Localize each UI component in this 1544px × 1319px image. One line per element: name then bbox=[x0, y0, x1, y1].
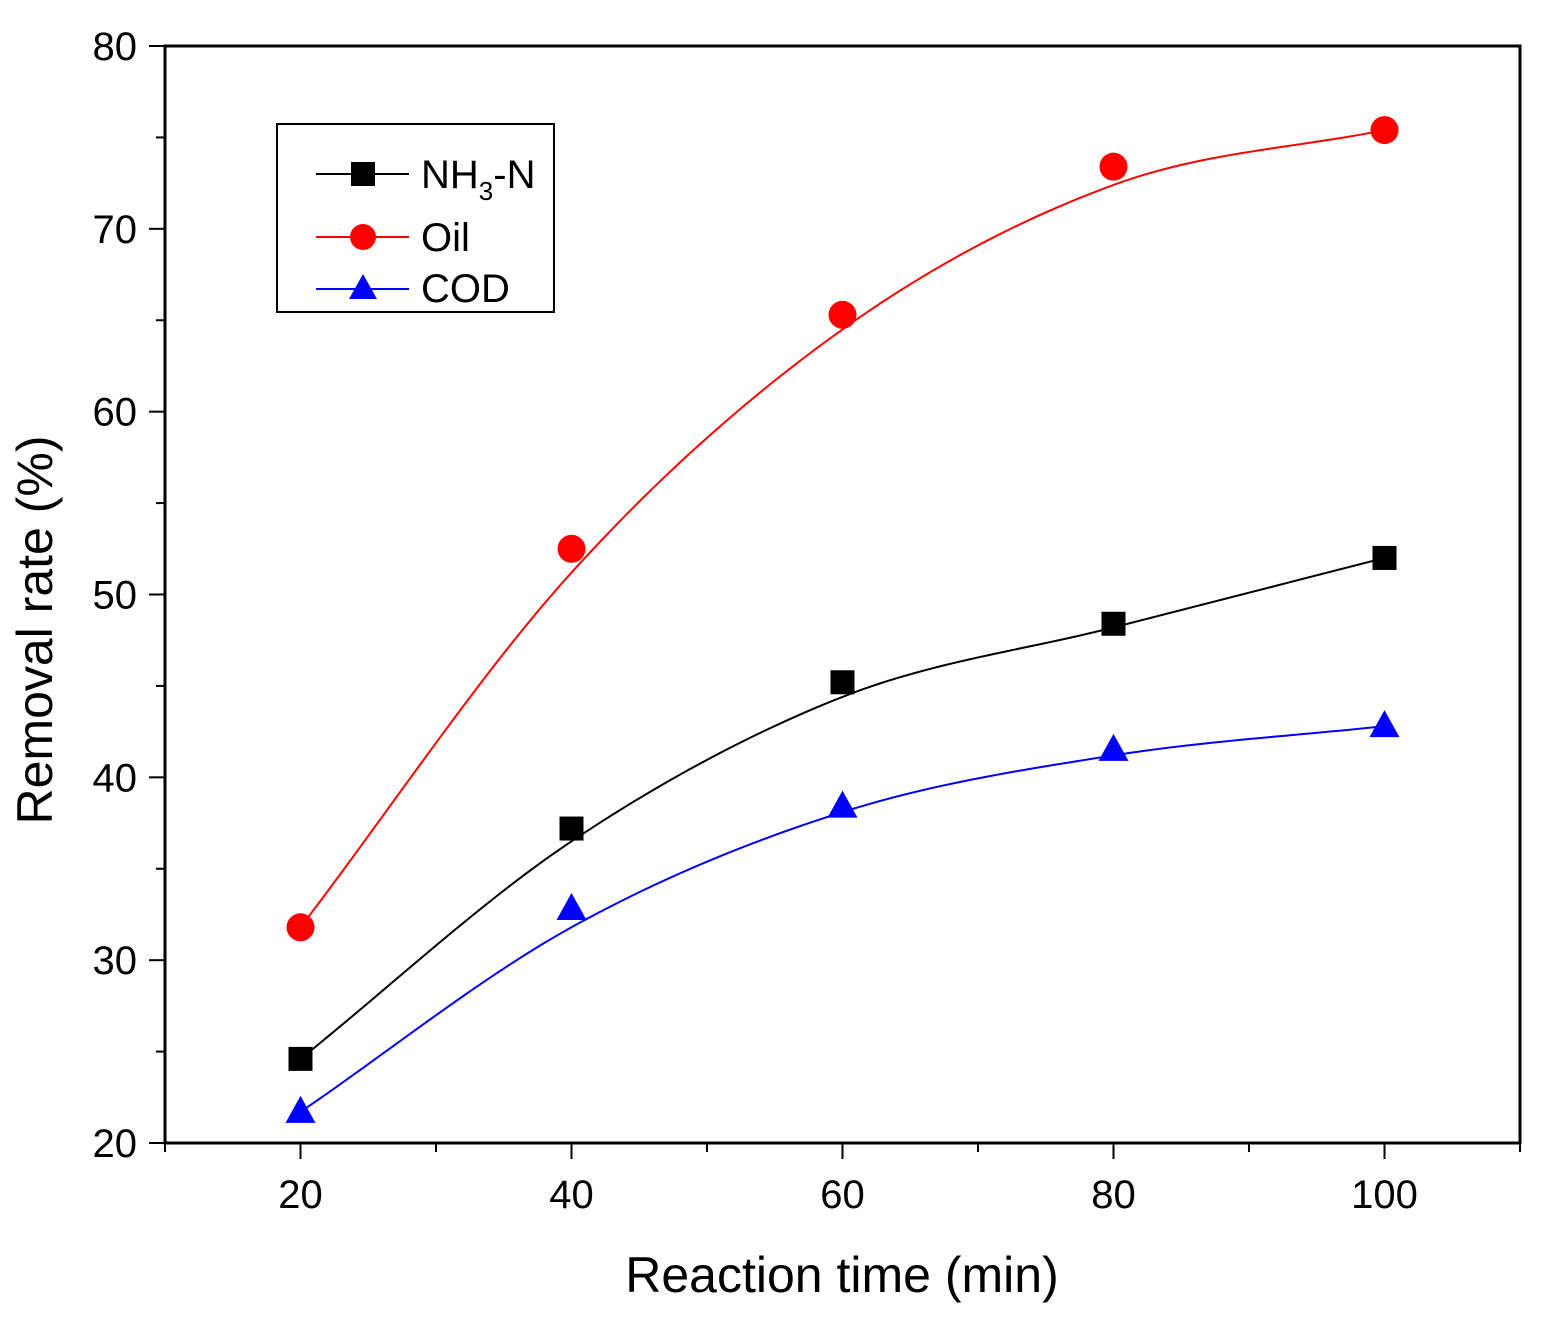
legend-label-cod: COD bbox=[421, 267, 510, 311]
marker-cod bbox=[1098, 733, 1129, 761]
marker-nh3n bbox=[830, 670, 855, 695]
marker-nh3n bbox=[1372, 545, 1397, 570]
marker-nh3n bbox=[288, 1046, 313, 1071]
y-tick-label: 70 bbox=[93, 208, 138, 252]
y-axis-ticks: 20 30 40 50 60 70 80 bbox=[93, 25, 165, 1166]
x-tick-label: 100 bbox=[1351, 1173, 1418, 1217]
y-tick-label: 30 bbox=[93, 939, 138, 983]
marker-cod bbox=[827, 790, 858, 818]
y-tick-label: 40 bbox=[93, 756, 138, 800]
legend-marker-oil bbox=[350, 224, 376, 250]
legend: NH3-N Oil COD bbox=[276, 123, 555, 313]
y-tick-label: 50 bbox=[93, 574, 138, 618]
legend-label-nh3n-sub: 3 bbox=[479, 176, 493, 206]
marker-oil bbox=[1370, 116, 1399, 145]
marker-cod bbox=[556, 892, 587, 920]
x-tick-label: 40 bbox=[549, 1173, 594, 1217]
y-tick-label: 20 bbox=[93, 1122, 138, 1166]
y-tick-label: 80 bbox=[93, 25, 138, 69]
legend-label-nh3n-tail: -N bbox=[493, 153, 535, 197]
legend-marker-cod bbox=[349, 274, 377, 299]
marker-cod bbox=[285, 1095, 316, 1123]
marker-nh3n bbox=[1101, 611, 1126, 636]
marker-nh3n bbox=[559, 816, 584, 841]
x-axis-title: Reaction time (min) bbox=[625, 1247, 1058, 1303]
data-markers bbox=[285, 116, 1400, 1123]
legend-box bbox=[276, 123, 555, 313]
fit-line-nh3n bbox=[299, 556, 1385, 1060]
legend-label-nh3n: NH3-N bbox=[421, 153, 535, 206]
x-tick-label: 60 bbox=[820, 1173, 865, 1217]
marker-cod bbox=[1369, 710, 1400, 738]
y-axis-title: Removal rate (%) bbox=[7, 436, 63, 825]
x-tick-label: 20 bbox=[278, 1173, 323, 1217]
marker-oil bbox=[828, 300, 857, 329]
legend-label-oil: Oil bbox=[421, 216, 470, 260]
y-tick-label: 60 bbox=[93, 391, 138, 435]
x-tick-label: 80 bbox=[1091, 1173, 1136, 1217]
fit-line-oil bbox=[299, 129, 1385, 928]
marker-oil bbox=[557, 534, 586, 563]
legend-marker-nh3n bbox=[351, 162, 375, 186]
marker-oil bbox=[286, 913, 315, 942]
x-axis-ticks: 20 40 60 80 100 bbox=[164, 1143, 1521, 1217]
marker-oil bbox=[1099, 152, 1128, 181]
legend-label-nh3n-main: NH bbox=[421, 153, 479, 197]
